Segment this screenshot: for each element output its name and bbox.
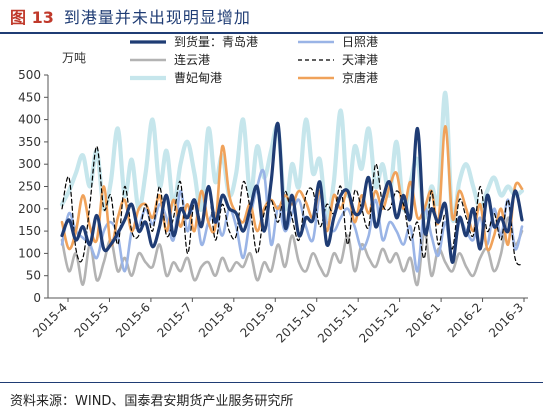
x-tick-label: 2016-3: [486, 300, 526, 340]
x-tick-label: 2015-11: [315, 300, 360, 345]
series-line: [60, 216, 524, 287]
source-divider: [0, 382, 543, 383]
y-tick-label: 200: [18, 202, 41, 216]
y-tick-label: 400: [18, 113, 41, 127]
x-tick-label: 2015-12: [356, 300, 401, 345]
y-tick-label: 450: [18, 90, 41, 104]
legend-label: 曹妃甸港: [174, 71, 222, 85]
y-tick-label: 100: [18, 246, 41, 260]
y-tick-label: 50: [26, 269, 41, 283]
legend-label: 天津港: [342, 53, 378, 67]
y-tick-label: 500: [18, 68, 41, 82]
x-tick-label: 2015-8: [196, 300, 236, 340]
figure-title: 到港量并未出现明显增加: [63, 8, 251, 27]
x-tick-label: 2015-6: [113, 300, 153, 340]
title-bar: 图 13 到港量并未出现明显增加: [0, 0, 543, 34]
series-line: [59, 90, 525, 223]
legend-label: 到货量：青岛港: [174, 34, 258, 49]
legend-label: 连云港: [174, 52, 210, 67]
x-tick-label: 2015-7: [155, 300, 195, 340]
y-tick-label: 350: [18, 135, 41, 149]
source-note: 资料来源：WIND、国泰君安期货产业服务研究所: [10, 394, 294, 409]
y-tick-label: 150: [18, 224, 41, 238]
x-tick-label: 2015-4: [30, 300, 70, 340]
x-tick-label: 2015-5: [72, 300, 112, 340]
x-tick-label: 2016-2: [445, 300, 485, 340]
legend-label: 日照港: [342, 35, 378, 49]
y-tick-label: 250: [18, 180, 41, 194]
x-tick-label: 2015-9: [237, 300, 277, 340]
series-line: [60, 121, 524, 264]
x-tick-label: 2016-1: [403, 300, 443, 340]
y-tick-label: 300: [18, 157, 41, 171]
y-axis-label: 万吨: [62, 51, 86, 65]
y-tick-label: 0: [33, 291, 41, 305]
figure-number: 图 13: [10, 8, 54, 27]
x-tick-label: 2015-10: [273, 300, 318, 345]
series-line: [60, 124, 524, 252]
legend-label: 京唐港: [342, 70, 378, 85]
